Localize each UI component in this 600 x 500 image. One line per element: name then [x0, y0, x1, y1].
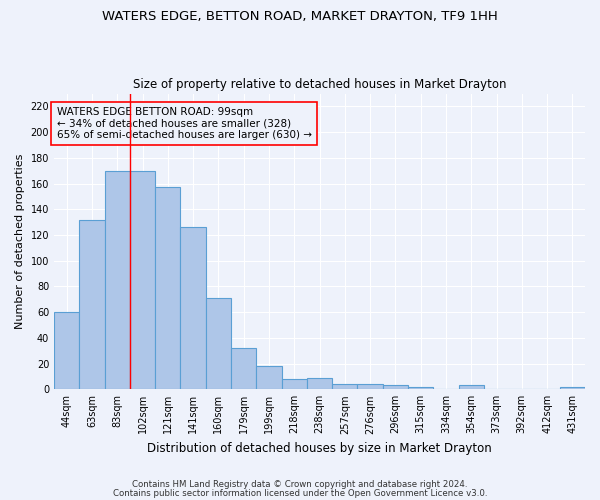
Bar [560, 386, 585, 390]
Bar [408, 386, 433, 390]
Title: Size of property relative to detached houses in Market Drayton: Size of property relative to detached ho… [133, 78, 506, 91]
Bar [130, 170, 155, 390]
Bar [332, 384, 358, 390]
Text: WATERS EDGE BETTON ROAD: 99sqm
← 34% of detached houses are smaller (328)
65% of: WATERS EDGE BETTON ROAD: 99sqm ← 34% of … [56, 107, 311, 140]
X-axis label: Distribution of detached houses by size in Market Drayton: Distribution of detached houses by size … [147, 442, 492, 455]
Text: Contains public sector information licensed under the Open Government Licence v3: Contains public sector information licen… [113, 488, 487, 498]
Bar [79, 220, 104, 390]
Bar [206, 298, 231, 390]
Bar [458, 386, 484, 390]
Bar [281, 379, 307, 390]
Y-axis label: Number of detached properties: Number of detached properties [15, 154, 25, 329]
Bar [307, 378, 332, 390]
Bar [181, 228, 206, 390]
Bar [54, 312, 79, 390]
Bar [104, 170, 130, 390]
Bar [256, 366, 281, 390]
Bar [155, 188, 181, 390]
Bar [383, 386, 408, 390]
Text: WATERS EDGE, BETTON ROAD, MARKET DRAYTON, TF9 1HH: WATERS EDGE, BETTON ROAD, MARKET DRAYTON… [102, 10, 498, 23]
Bar [358, 384, 383, 390]
Text: Contains HM Land Registry data © Crown copyright and database right 2024.: Contains HM Land Registry data © Crown c… [132, 480, 468, 489]
Bar [231, 348, 256, 390]
